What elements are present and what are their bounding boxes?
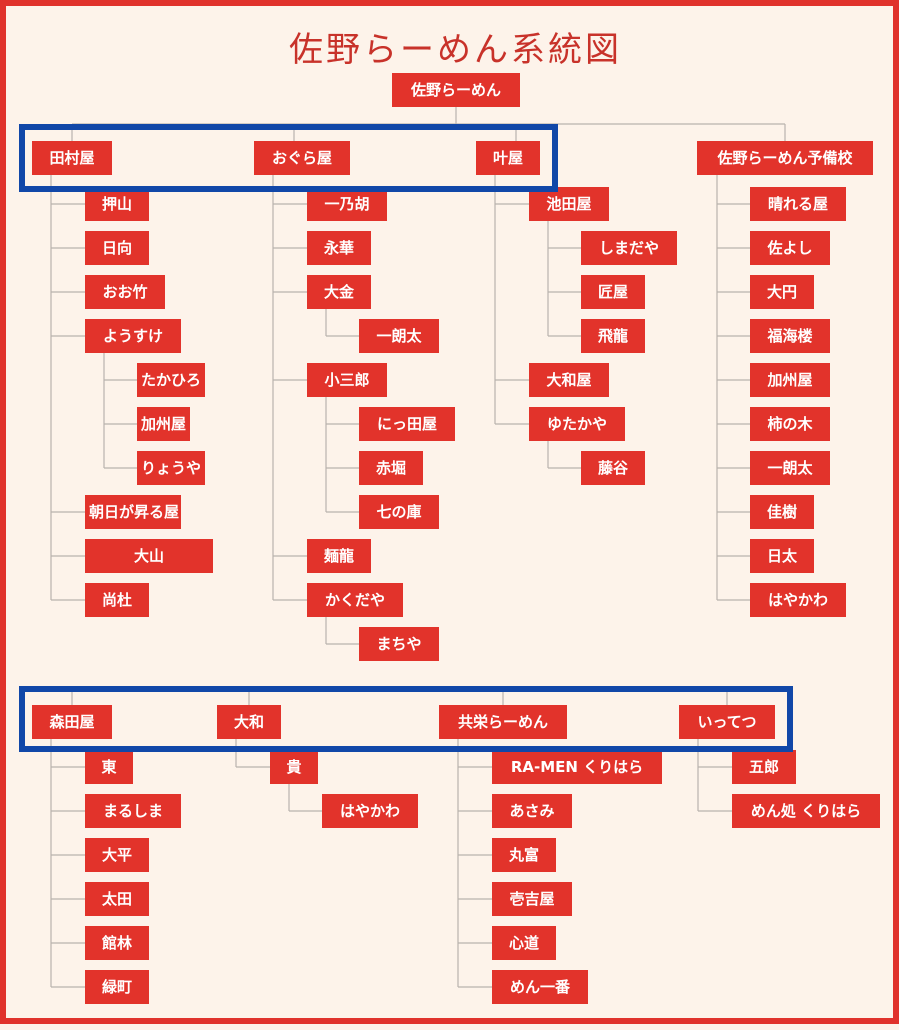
node-lineages-7-children-1-name: めん処 くりはら — [732, 794, 880, 828]
node-lineages-3-name: 佐野らーめん予備校 — [697, 141, 873, 175]
node-lineages-1-children-2-name: 大金 — [307, 275, 371, 309]
node-lineages-4-children-2-name: 大平 — [85, 838, 149, 872]
node-lineages-3-children-5-name: 柿の木 — [750, 407, 830, 441]
node-lineages-0-children-3-children-0-name: たかひろ — [137, 363, 206, 397]
node-lineages-4-children-1-name: まるしま — [85, 794, 181, 828]
node-lineages-0-children-4-name: 朝日が昇る屋 — [85, 495, 181, 529]
node-lineages-1-children-3-children-2-name: 七の庫 — [359, 495, 439, 529]
highlight-box-top — [19, 124, 558, 192]
node-lineages-2-children-0-children-0-name: しまだや — [581, 231, 677, 265]
node-lineages-0-children-5-name: 大山 — [85, 539, 213, 573]
node-lineages-0-children-3-children-2-name: りょうや — [137, 451, 206, 485]
node-lineages-2-children-2-name: ゆたかや — [529, 407, 625, 441]
node-lineages-3-children-0-name: 晴れる屋 — [750, 187, 846, 221]
node-lineages-1-children-5-children-0-name: まちや — [359, 627, 439, 661]
node-lineages-5-children-0-name: 貴 — [270, 750, 318, 784]
node-lineages-3-children-2-name: 大円 — [750, 275, 814, 309]
page-title: 佐野らーめん系統図 — [289, 30, 622, 70]
node-lineages-0-children-2-name: おお竹 — [85, 275, 165, 309]
node-lineages-3-children-8-name: 日太 — [750, 539, 814, 573]
node-lineages-4-name: 森田屋 — [32, 705, 112, 739]
node-lineages-1-children-1-name: 永華 — [307, 231, 371, 265]
node-lineages-0-name: 田村屋 — [32, 141, 112, 175]
node-lineages-3-children-1-name: 佐よし — [750, 231, 830, 265]
node-lineages-2-children-2-children-0-name: 藤谷 — [581, 451, 645, 485]
node-lineages-7-children-0-name: 五郎 — [732, 750, 796, 784]
node-lineages-2-children-0-name: 池田屋 — [529, 187, 609, 221]
node-lineages-4-children-0-name: 東 — [85, 750, 133, 784]
node-lineages-2-children-0-children-2-name: 飛龍 — [581, 319, 645, 353]
node-lineages-0-children-0-name: 押山 — [85, 187, 149, 221]
node-lineages-6-children-1-name: あさみ — [492, 794, 572, 828]
node-lineages-3-children-6-name: 一朗太 — [750, 451, 830, 485]
node-lineages-6-children-3-name: 壱吉屋 — [492, 882, 572, 916]
node-lineages-0-children-1-name: 日向 — [85, 231, 149, 265]
node-lineages-1-name: おぐら屋 — [254, 141, 350, 175]
node-lineages-3-children-9-name: はやかわ — [750, 583, 846, 617]
node-lineages-3-children-7-name: 佳樹 — [750, 495, 814, 529]
node-lineages-6-children-4-name: 心道 — [492, 926, 556, 960]
node-lineages-4-children-5-name: 緑町 — [85, 970, 149, 1004]
node-lineages-6-children-0-name: RA-MEN くりはら — [492, 750, 662, 784]
node-lineages-6-children-5-name: めん一番 — [492, 970, 588, 1004]
node-lineages-3-children-4-name: 加州屋 — [750, 363, 830, 397]
node-lineages-1-children-3-children-1-name: 赤堀 — [359, 451, 423, 485]
node-lineages-1-children-2-children-0-name: 一朗太 — [359, 319, 439, 353]
node-lineages-2-children-0-children-1-name: 匠屋 — [581, 275, 645, 309]
node-lineages-1-children-4-name: 麺龍 — [307, 539, 371, 573]
node-lineages-6-name: 共栄らーめん — [439, 705, 567, 739]
node-lineages-0-children-3-children-1-name: 加州屋 — [137, 407, 191, 441]
node-lineages-3-children-3-name: 福海楼 — [750, 319, 830, 353]
node-lineages-2-children-1-name: 大和屋 — [529, 363, 609, 397]
node-lineages-6-children-2-name: 丸富 — [492, 838, 556, 872]
node-lineages-2-name: 叶屋 — [476, 141, 540, 175]
node-lineages-4-children-3-name: 太田 — [85, 882, 149, 916]
node-lineages-5-name: 大和 — [217, 705, 281, 739]
node-lineages-7-name: いってつ — [679, 705, 775, 739]
node-lineages-1-children-3-name: 小三郎 — [307, 363, 387, 397]
node-lineages-1-children-3-children-0-name: にっ田屋 — [359, 407, 455, 441]
node-lineages-1-children-0-name: 一乃胡 — [307, 187, 387, 221]
node-lineages-5-children-0-children-0-name: はやかわ — [322, 794, 418, 828]
node-root: 佐野らーめん — [392, 73, 520, 107]
node-lineages-0-children-6-name: 尚杜 — [85, 583, 149, 617]
node-lineages-4-children-4-name: 館林 — [85, 926, 149, 960]
node-lineages-1-children-5-name: かくだや — [307, 583, 403, 617]
node-lineages-0-children-3-name: ようすけ — [85, 319, 181, 353]
highlight-box-bottom — [19, 686, 793, 752]
